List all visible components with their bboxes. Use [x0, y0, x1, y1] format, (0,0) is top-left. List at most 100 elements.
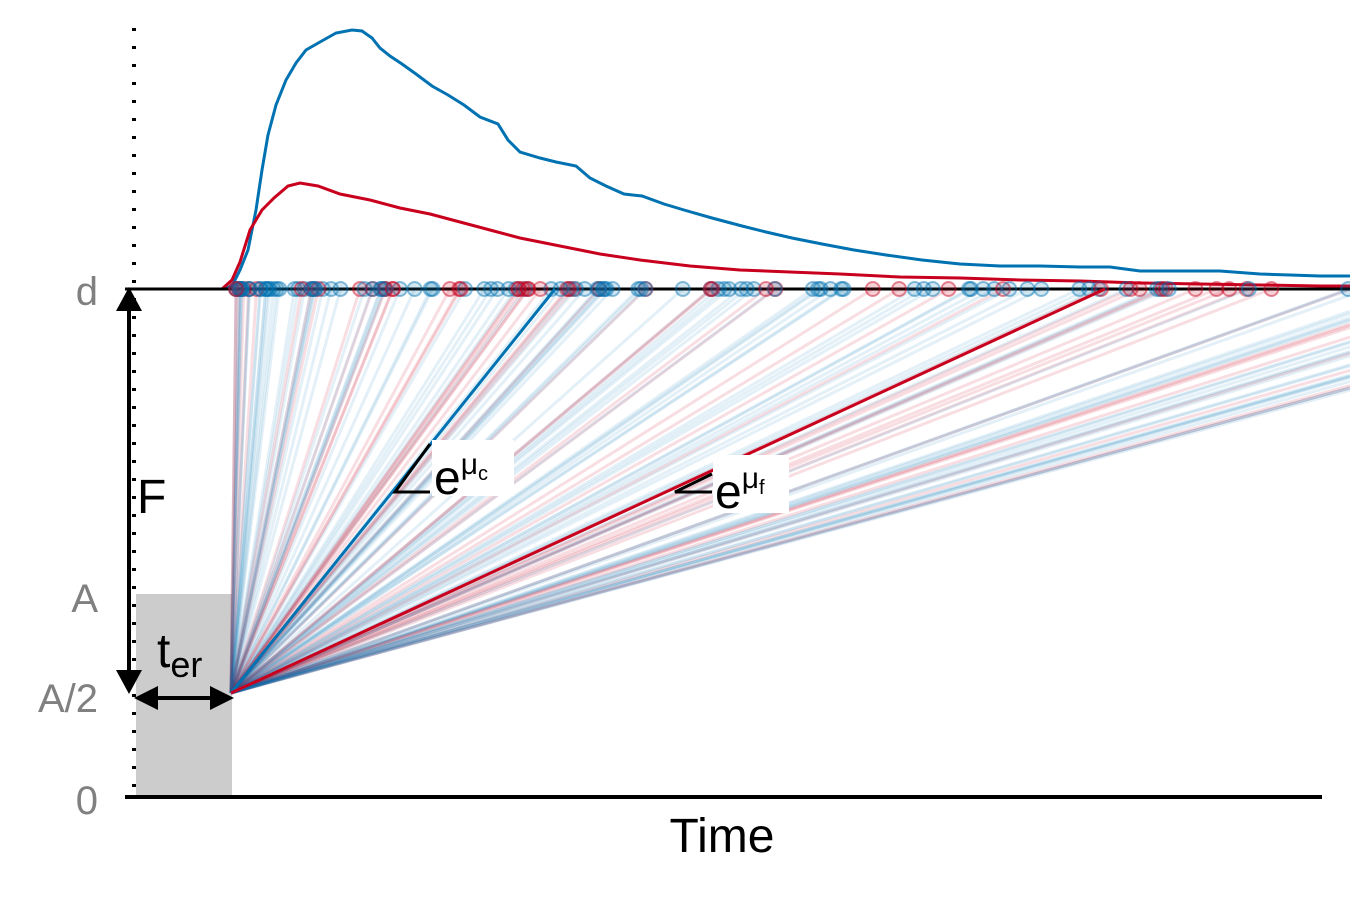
finish-time-point: [995, 281, 1011, 297]
accumulator-ray: [229, 288, 362, 694]
finish-time-point: [822, 281, 839, 297]
finish-time-point: [228, 281, 245, 297]
accumulator-ray: [229, 288, 395, 694]
finish-time-point: [241, 281, 258, 297]
finish-time-point: [1019, 281, 1036, 297]
accumulator-ray: [229, 288, 313, 694]
accumulator-ray: [230, 287, 972, 695]
accumulator-ray: [230, 376, 1350, 695]
finish-time-point: [637, 281, 654, 297]
finish-time-point: [702, 281, 719, 297]
finish-time-point: [303, 281, 320, 297]
finish-time-point: [451, 281, 468, 297]
finish-time-point: [758, 281, 774, 297]
finish-time-point: [290, 281, 307, 297]
accumulator-ray: [230, 287, 814, 695]
accumulator-ray: [230, 287, 1042, 695]
finish-time-point: [835, 281, 852, 297]
finish-time-point: [373, 281, 390, 297]
accumulator-ray: [229, 288, 263, 694]
finish-time-point: [1160, 281, 1177, 297]
accumulator-ray: [229, 288, 238, 694]
finish-time-point: [257, 281, 274, 297]
finish-time-point: [591, 281, 608, 297]
finish-time-point: [1241, 281, 1257, 297]
finish-time-point: [1154, 281, 1171, 297]
finish-time-point: [1131, 281, 1148, 297]
accumulator-ray: [230, 351, 1350, 695]
arrowhead-left: [134, 686, 158, 710]
finish-time-point: [384, 281, 401, 297]
finish-time-point: [271, 281, 288, 297]
finish-time-point: [704, 281, 721, 297]
accumulator-ray: [230, 386, 1350, 695]
finish-time-point: [738, 281, 755, 297]
accumulator-ray: [229, 288, 304, 694]
finish-time-point: [766, 281, 783, 297]
finish-time-point: [975, 281, 992, 297]
finish-time-point: [234, 281, 251, 297]
finish-time-point: [257, 281, 274, 297]
accumulator-ray: [230, 287, 950, 695]
arrowhead-down: [116, 670, 142, 694]
finish-time-point: [406, 281, 423, 297]
accumulator-ray: [230, 287, 916, 695]
finish-time-point: [674, 281, 691, 297]
accumulator-ray: [229, 288, 241, 694]
accumulator-ray: [229, 288, 325, 694]
nondecision-label: ter: [157, 625, 202, 685]
accumulator-ray: [229, 288, 375, 694]
accumulator-ray: [229, 288, 279, 694]
finish-time-point: [591, 281, 608, 297]
accumulator-ray: [229, 288, 402, 694]
finish-time-point: [228, 281, 244, 297]
finish-time-point: [767, 281, 784, 297]
accumulator-ray: [229, 288, 251, 694]
label-bg-correct: [432, 440, 514, 496]
accumulator-ray: [229, 288, 313, 694]
finish-time-point: [963, 281, 979, 297]
accumulator-ray: [230, 345, 1350, 695]
accumulator-ray: [229, 288, 527, 694]
finish-time-point: [733, 281, 749, 297]
accumulator-ray: [230, 287, 984, 695]
accumulator-ray: [230, 287, 845, 695]
accumulator-ray: [230, 312, 1350, 695]
accumulator-ray: [230, 380, 1350, 695]
finish-time-point: [560, 281, 577, 297]
slope-triangle-correct: [392, 443, 432, 494]
finish-time-point: [1071, 281, 1088, 297]
finish-time-point: [352, 281, 368, 297]
accumulator-ray: [230, 323, 1350, 695]
accumulator-ray: [230, 364, 1350, 695]
accumulator-ray: [230, 287, 874, 695]
accumulator-ray: [229, 288, 486, 694]
finish-time-point: [961, 281, 977, 297]
accumulator-ray: [229, 288, 467, 694]
finish-time-point: [286, 281, 303, 297]
accumulator-ray: [229, 288, 493, 694]
accumulator-ray: [230, 375, 1350, 695]
x-axis-label: Time: [670, 810, 775, 863]
finish-time-point: [252, 281, 268, 297]
accumulator-ray: [230, 287, 1350, 695]
accumulator-ray: [229, 288, 395, 694]
ytick-half-a: A/2: [38, 677, 98, 721]
accumulator-ray: [229, 288, 238, 694]
accumulator-ray: [229, 288, 250, 694]
finish-time-point: [235, 281, 252, 297]
accumulator-ray: [230, 384, 1350, 695]
finish-time-point: [514, 281, 531, 297]
arrowhead-right: [210, 686, 234, 710]
finish-time-point: [721, 281, 737, 297]
finish-time-point: [500, 281, 517, 297]
finish-time-point: [1157, 281, 1174, 297]
finish-time-point: [1122, 281, 1139, 297]
finish-time-point: [1263, 281, 1280, 297]
finish-time-point: [559, 281, 576, 297]
finish-time-point: [532, 281, 549, 297]
accumulator-ray: [229, 288, 434, 694]
finish-time-point: [1221, 281, 1238, 297]
drift-label-correct: eμc: [434, 448, 488, 505]
accumulator-ray: [230, 287, 1029, 695]
